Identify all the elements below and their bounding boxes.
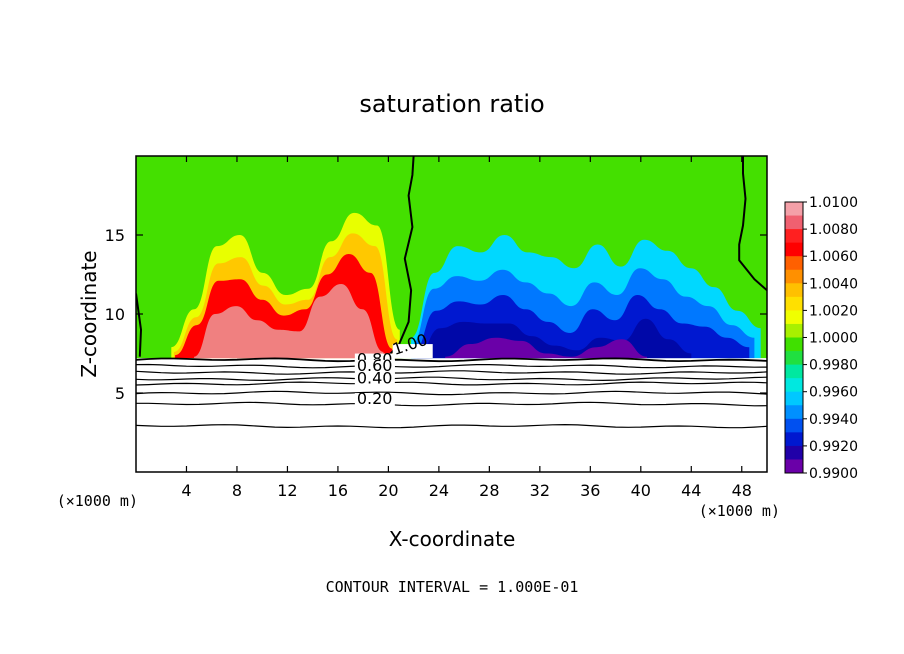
contour-label: 0.20 <box>357 389 393 408</box>
field-band-pink <box>194 284 384 359</box>
colorbar-segment <box>785 378 803 393</box>
colorbar-segment <box>785 269 803 284</box>
y-tick-label: 10 <box>105 305 125 324</box>
colorbar-label: 0.9920 <box>809 439 858 455</box>
field-below-layer <box>136 358 767 472</box>
colorbar-segment <box>785 405 803 420</box>
colorbar-segment <box>785 459 803 474</box>
contour-1-00-corner <box>136 293 143 357</box>
x-tick-label: 16 <box>328 481 348 500</box>
x-tick-label: 20 <box>378 481 398 500</box>
x-tick-label: 44 <box>681 481 701 500</box>
x-tick-label: 36 <box>580 481 600 500</box>
x-tick-label: 12 <box>277 481 297 500</box>
contour-line <box>136 357 767 363</box>
contour-interval-footer: CONTOUR INTERVAL = 1.000E-01 <box>326 578 579 596</box>
colorbar-label: 1.0020 <box>809 303 858 319</box>
contour-line <box>136 390 767 396</box>
x-unit-right: (×1000 m) <box>699 502 780 520</box>
contour-line <box>136 363 767 369</box>
colorbar-segment <box>785 202 803 217</box>
colorbar-label: 0.9960 <box>809 385 858 401</box>
colorbar-segment <box>785 310 803 325</box>
colorbar-segment <box>785 432 803 447</box>
contour-label-bg <box>354 359 395 374</box>
colorbar-segment <box>785 391 803 406</box>
contour-1-00-right <box>738 156 767 292</box>
colorbar-segment <box>785 215 803 230</box>
contour-line <box>136 401 767 407</box>
colorbar-label: 1.0100 <box>809 195 858 211</box>
colorbar-label: 1.0000 <box>809 331 858 347</box>
colorbar-segment <box>785 283 803 298</box>
field-band-purple <box>445 337 648 359</box>
contour-label: 0.40 <box>357 369 393 388</box>
contour-label-bg <box>354 372 395 387</box>
x-tick-label: 32 <box>530 481 550 500</box>
colorbar-segment <box>785 323 803 338</box>
colorbar-label: 0.9980 <box>809 358 858 374</box>
colorbar-label: 0.9940 <box>809 412 858 428</box>
x-tick-label: 40 <box>631 481 651 500</box>
x-unit-left: (×1000 m) <box>57 492 138 510</box>
contour-label: 0.60 <box>357 356 393 375</box>
contour-1-00-left <box>385 156 415 359</box>
contour-line <box>136 381 767 386</box>
colorbar-label: 1.0080 <box>809 222 858 238</box>
colorbar-segment <box>785 256 803 271</box>
contour-label-bg <box>392 344 433 359</box>
x-tick-label: 8 <box>232 481 242 500</box>
colorbar-segment <box>785 445 803 460</box>
colorbar: 1.0100 1.0080 1.0060 1.0040 1.0020 1.0000 0.99… <box>784 195 858 482</box>
y-tick-label: 5 <box>115 384 125 403</box>
colorbar-segment <box>785 337 803 352</box>
colorbar-label: 1.0060 <box>809 249 858 265</box>
contour-line <box>136 370 767 375</box>
x-tick-label: 24 <box>429 481 449 500</box>
chart-title: saturation ratio <box>359 90 544 118</box>
colorbar-segment <box>785 418 803 433</box>
colorbar-segment <box>785 229 803 244</box>
contour-label-bg <box>354 393 395 408</box>
x-axis-label: X-coordinate <box>389 527 516 551</box>
colorbar-label: 1.0040 <box>809 276 858 292</box>
y-axis-label: Z-coordinate <box>77 250 101 377</box>
contour-line <box>136 376 767 382</box>
contour-line <box>136 423 767 429</box>
x-tick-label: 48 <box>732 481 752 500</box>
y-tick-label: 15 <box>105 226 125 245</box>
x-tick-label: 28 <box>479 481 499 500</box>
colorbar-segment <box>785 364 803 379</box>
colorbar-segment <box>785 242 803 257</box>
x-tick-label: 4 <box>181 481 191 500</box>
colorbar-segment <box>785 296 803 311</box>
colorbar-segment <box>785 351 803 366</box>
colorbar-label: 0.9900 <box>809 466 858 482</box>
